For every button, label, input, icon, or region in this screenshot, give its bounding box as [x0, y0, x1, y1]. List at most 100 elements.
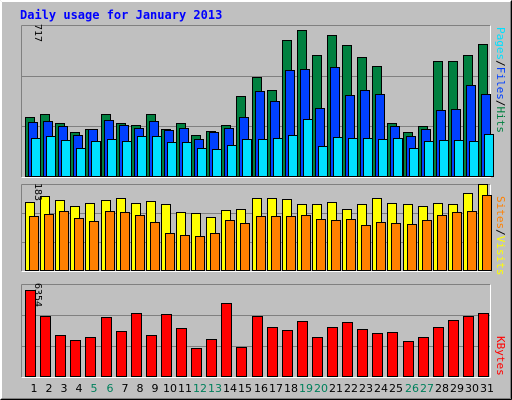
- bar-pages-day-12: [197, 148, 207, 177]
- bar-kbytes-day-6: [101, 317, 112, 377]
- bar-kbytes-day-17: [267, 327, 278, 377]
- bar-pages-day-5: [91, 141, 101, 177]
- bar-sites-day-20: [316, 219, 326, 271]
- bar-pages-day-10: [167, 142, 177, 177]
- day-label: 23: [359, 382, 373, 395]
- bar-sites-day-17: [271, 216, 281, 271]
- legend-kbytes: KBytes: [494, 336, 507, 376]
- bar-sites-day-18: [286, 216, 296, 271]
- day-label: 9: [152, 382, 159, 395]
- bar-kbytes-day-13: [206, 339, 217, 377]
- panel-hits-files-pages: [21, 25, 494, 178]
- day-label: 28: [435, 382, 449, 395]
- bar-pages-day-30: [469, 141, 479, 177]
- bar-sites-day-14: [225, 220, 235, 271]
- bar-sites-day-9: [150, 222, 160, 271]
- bar-kbytes-day-5: [85, 337, 96, 377]
- bar-kbytes-day-10: [161, 314, 172, 377]
- bar-sites-day-5: [89, 221, 99, 271]
- bar-sites-day-25: [391, 223, 401, 271]
- bar-pages-day-25: [393, 138, 403, 177]
- day-label: 17: [269, 382, 283, 395]
- panel-visits-sites: [21, 184, 492, 272]
- bar-sites-day-10: [165, 233, 175, 271]
- day-label: 31: [480, 382, 494, 395]
- bar-pages-day-6: [107, 139, 117, 177]
- bar-pages-day-4: [76, 148, 86, 177]
- legend-hits: Hits: [494, 107, 507, 134]
- bar-sites-day-12: [195, 236, 205, 271]
- bar-kbytes-day-16: [252, 316, 263, 377]
- bar-pages-day-14: [227, 145, 237, 177]
- day-label: 3: [61, 382, 68, 395]
- bar-kbytes-day-22: [342, 322, 353, 377]
- bar-pages-day-28: [439, 140, 449, 177]
- ymax-label-hits: 717: [32, 24, 43, 42]
- bar-pages-day-16: [258, 139, 268, 177]
- day-label: 7: [122, 382, 129, 395]
- bar-sites-day-16: [256, 216, 266, 271]
- day-label: 5: [91, 382, 98, 395]
- bar-kbytes-day-28: [433, 327, 444, 377]
- bar-kbytes-day-12: [191, 348, 202, 377]
- legend-pages: Pages: [494, 27, 507, 60]
- bar-pages-day-23: [363, 138, 373, 177]
- bar-kbytes-day-31: [478, 313, 489, 377]
- bar-kbytes-day-18: [282, 330, 293, 377]
- day-label: 21: [329, 382, 343, 395]
- bar-kbytes-day-11: [176, 328, 187, 377]
- bar-pages-day-8: [137, 136, 147, 177]
- day-label: 18: [284, 382, 298, 395]
- legend-separator: /: [494, 60, 507, 67]
- bar-pages-day-1: [31, 138, 41, 177]
- bar-kbytes-day-29: [448, 320, 459, 377]
- day-label: 12: [193, 382, 207, 395]
- bar-sites-day-19: [301, 215, 311, 271]
- bar-kbytes-day-15: [236, 347, 247, 377]
- bar-sites-day-4: [74, 218, 84, 271]
- day-label: 22: [344, 382, 358, 395]
- bar-sites-day-24: [376, 222, 386, 271]
- bar-pages-day-15: [242, 139, 252, 177]
- bar-pages-day-20: [318, 146, 328, 177]
- ymax-label-visits: 183: [32, 183, 43, 201]
- day-label: 8: [137, 382, 144, 395]
- legend-separator: /: [494, 100, 507, 107]
- bar-pages-day-19: [303, 119, 313, 177]
- bar-pages-day-24: [378, 139, 388, 177]
- bar-kbytes-day-23: [357, 329, 368, 377]
- legend-hits-files-pages: Pages/Files/Hits: [494, 27, 507, 133]
- bar-pages-day-9: [152, 136, 162, 177]
- bar-pages-day-17: [273, 138, 283, 177]
- bar-pages-day-7: [122, 141, 132, 177]
- bar-sites-day-26: [407, 224, 417, 271]
- bar-sites-day-23: [361, 225, 371, 271]
- bar-pages-day-3: [61, 140, 71, 177]
- panel-kbytes: [21, 284, 491, 378]
- bar-sites-day-1: [29, 216, 39, 271]
- bar-sites-day-31: [482, 195, 492, 271]
- bar-kbytes-day-20: [312, 337, 323, 377]
- bar-sites-day-13: [210, 233, 220, 271]
- bar-pages-day-13: [212, 149, 222, 177]
- bar-sites-day-27: [422, 220, 432, 271]
- day-label: 11: [178, 382, 192, 395]
- day-label: 15: [238, 382, 252, 395]
- ymax-label-kbytes: 6354: [32, 283, 43, 307]
- bar-kbytes-day-25: [387, 332, 398, 377]
- bar-pages-day-27: [424, 141, 434, 177]
- bar-kbytes-day-30: [463, 316, 474, 377]
- bar-sites-day-8: [135, 215, 145, 271]
- day-label: 30: [465, 382, 479, 395]
- legend-separator: /: [494, 229, 507, 236]
- bar-sites-day-22: [346, 219, 356, 271]
- legend-files: Files: [494, 67, 507, 100]
- bar-pages-day-26: [409, 148, 419, 177]
- x-axis-day-labels: 1 2 3 4 5 6 7 8 9 10 11 12 13 14 15 16 17 18 19 20 21 22 23 24 2…: [31, 382, 495, 395]
- bar-kbytes-day-27: [418, 337, 429, 377]
- bar-kbytes-day-26: [403, 341, 414, 377]
- bar-kbytes-day-21: [327, 327, 338, 377]
- bar-pages-day-2: [46, 136, 56, 177]
- bar-kbytes-day-8: [131, 313, 142, 377]
